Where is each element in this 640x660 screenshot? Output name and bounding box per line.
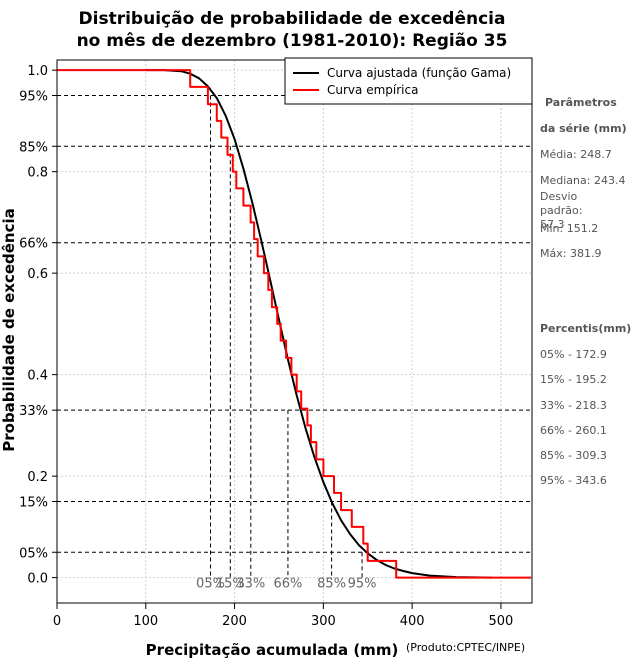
series-lines	[57, 69, 532, 579]
percentil-label: 05%	[540, 348, 565, 361]
param-label: Média:	[540, 148, 577, 161]
param-value: 151.2	[566, 222, 599, 235]
legend: Curva ajustada (função Gama) Curva empíri…	[284, 57, 533, 105]
params-title-line-1: Parâmetros	[545, 96, 617, 109]
percentil-value: 309.3	[575, 449, 607, 462]
product-credit: (Produto:CPTEC/INPE)	[406, 641, 526, 654]
percentil-value: 195.2	[575, 373, 607, 386]
param-label: Desvio padrão:	[540, 190, 583, 217]
grid	[56, 60, 532, 603]
x-tick-label: 400	[400, 614, 425, 629]
percentil-row: 15% - 195.2	[540, 373, 607, 386]
x-tick-label: 300	[311, 614, 336, 629]
y-axis-label: Probabilidade de excedência	[0, 208, 18, 452]
y-percentile-label: 15%	[19, 496, 48, 511]
param-min: Mín: 151.2	[540, 222, 598, 235]
empirical-curve	[57, 69, 532, 579]
percentil-row: 33% - 218.3	[540, 399, 607, 412]
params-title-line-2: da série (mm)	[540, 122, 627, 135]
axes: 0.00.20.40.60.81.095%85%66%33%15%05%0 100…	[19, 64, 513, 629]
x-tick-label: 500	[489, 614, 514, 629]
percentil-label: 33%	[540, 399, 565, 412]
chart-title-line-2: no mês de dezembro (1981-2010): Região 3…	[77, 31, 508, 51]
legend-box	[284, 57, 533, 105]
y-tick-label: 0.8	[27, 166, 48, 181]
y-tick-label: 0.6	[27, 267, 48, 282]
percentil-value: 343.6	[575, 474, 607, 487]
percentis-title: Percentis(mm)	[540, 322, 632, 335]
percentil-label: 85%	[540, 449, 565, 462]
percentil-label: 95%	[540, 474, 565, 487]
percentil-row: 85% - 309.3	[540, 449, 607, 462]
param-label: Mín:	[540, 222, 564, 235]
percentil-value: 260.1	[575, 424, 607, 437]
percentile-mark-label: 15%	[216, 577, 245, 592]
param-value: 57.3	[540, 218, 565, 231]
percentil-label: 66%	[540, 424, 565, 437]
legend-label: Curva empírica	[327, 83, 418, 97]
y-percentile-label: 95%	[19, 90, 48, 105]
param-max: Máx: 381.9	[540, 247, 601, 260]
x-axis-label: Precipitação acumulada (mm)	[146, 641, 399, 659]
x-tick-label: 0	[53, 614, 61, 629]
param-label: Mediana:	[540, 174, 591, 187]
plot-frame	[56, 59, 533, 604]
param-median: Mediana: 243.4	[540, 174, 625, 187]
percentile-mark-label: 95%	[348, 577, 377, 592]
y-tick-label: 1.0	[27, 64, 48, 79]
y-percentile-label: 33%	[19, 404, 48, 419]
fitted-curve	[145, 69, 493, 579]
x-tick-label: 100	[133, 614, 158, 629]
percentil-row: 66% - 260.1	[540, 424, 607, 437]
param-value: 381.9	[569, 247, 602, 260]
param-mean: Média: 248.7	[540, 148, 612, 161]
percentile-guides: 05%15%33% 66% 85% 95%	[57, 95, 532, 592]
percentile-mark-label: 85%	[317, 577, 346, 592]
percentil-label: 15%	[540, 373, 565, 386]
param-std: Desvio padrão: 57.3	[540, 190, 600, 232]
param-label: Máx:	[540, 247, 567, 260]
y-tick-label: 0.2	[27, 470, 48, 485]
y-percentile-label: 66%	[19, 237, 48, 252]
x-tick-label: 200	[222, 614, 247, 629]
y-percentile-label: 05%	[19, 546, 48, 561]
percentil-value: 218.3	[575, 399, 607, 412]
chart-title-line-1: Distribuição de probabilidade de excedên…	[79, 9, 506, 29]
y-tick-label: 0.4	[27, 369, 48, 384]
percentil-value: 172.9	[575, 348, 607, 361]
percentil-row: 05% - 172.9	[540, 348, 607, 361]
percentile-mark-label: 66%	[273, 577, 302, 592]
percentile-mark-label: 05%	[196, 577, 225, 592]
y-tick-label: 0.0	[27, 572, 48, 587]
percentil-row: 95% - 343.6	[540, 474, 607, 487]
legend-label: Curva ajustada (função Gama)	[327, 66, 511, 80]
y-percentile-label: 85%	[19, 140, 48, 155]
percentile-mark-label: 33%	[236, 577, 265, 592]
param-value: 248.7	[580, 148, 612, 161]
param-value: 243.4	[593, 174, 626, 187]
